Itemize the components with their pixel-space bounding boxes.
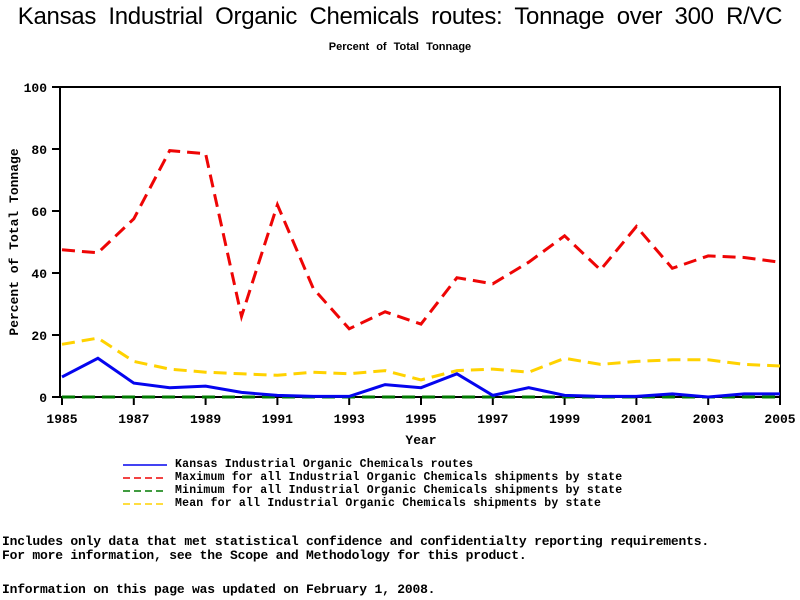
chart-title: Kansas Industrial Organic Chemicals rout… [17,3,783,30]
legend-line-sample [123,490,167,492]
legend-item: Kansas Industrial Organic Chemicals rout… [122,458,622,471]
x-tick-label: 1999 [549,412,580,427]
y-axis-title: Percent of Total Tonnage [7,148,22,335]
legend-item: Minimum for all Industrial Organic Chemi… [122,484,622,497]
series-line-1 [61,149,781,331]
legend-item: Maximum for all Industrial Organic Chemi… [122,471,622,484]
legend-line-sample [123,477,167,479]
x-tick-label: 2005 [764,412,795,427]
footnote-updated: Information on this page was updated on … [2,582,436,597]
chart-subtitle: Percent of Total Tonnage [328,41,472,53]
footnote-line-1: Includes only data that met statistical … [2,534,709,549]
x-tick-label: 1987 [118,412,149,427]
plot-frame [59,86,781,398]
x-tick-label: 1985 [46,412,77,427]
y-tick-label: 40 [31,267,47,282]
y-tick-label: 20 [31,329,47,344]
x-axis-title: Year [405,433,436,448]
series-line-0 [61,356,780,399]
x-tick-label: 1997 [477,412,508,427]
legend-item-label: Kansas Industrial Organic Chemicals rout… [175,458,474,471]
legend-line-sample [123,464,167,466]
legend-line-sample [123,503,167,505]
x-tick-label: 2003 [693,412,724,427]
legend-item-label: Mean for all Industrial Organic Chemical… [175,497,602,510]
chart-legend: Kansas Industrial Organic Chemicals rout… [122,458,622,510]
y-tick-label: 100 [24,81,48,96]
x-tick-label: 1995 [405,412,436,427]
legend-item-label: Maximum for all Industrial Organic Chemi… [175,471,623,484]
y-tick-label: 80 [31,143,47,158]
legend-item: Mean for all Industrial Organic Chemical… [122,497,622,510]
x-tick-label: 2001 [621,412,652,427]
x-tick-label: 1989 [190,412,221,427]
y-tick-label: 60 [31,205,47,220]
legend-item-label: Minimum for all Industrial Organic Chemi… [175,484,623,497]
line-chart-plot: 0 20 40 60 80 100 1985 1987 1989 1991 1993 1995 1997… [7,81,796,448]
x-tick-label: 1991 [262,412,293,427]
x-tick-label: 1993 [334,412,365,427]
footnote-line-2: For more information, see the Scope and … [2,548,527,563]
y-tick-label: 0 [39,391,47,406]
series-line-3 [61,336,781,382]
footnote-confidence: Includes only data that met statistical … [2,535,709,563]
